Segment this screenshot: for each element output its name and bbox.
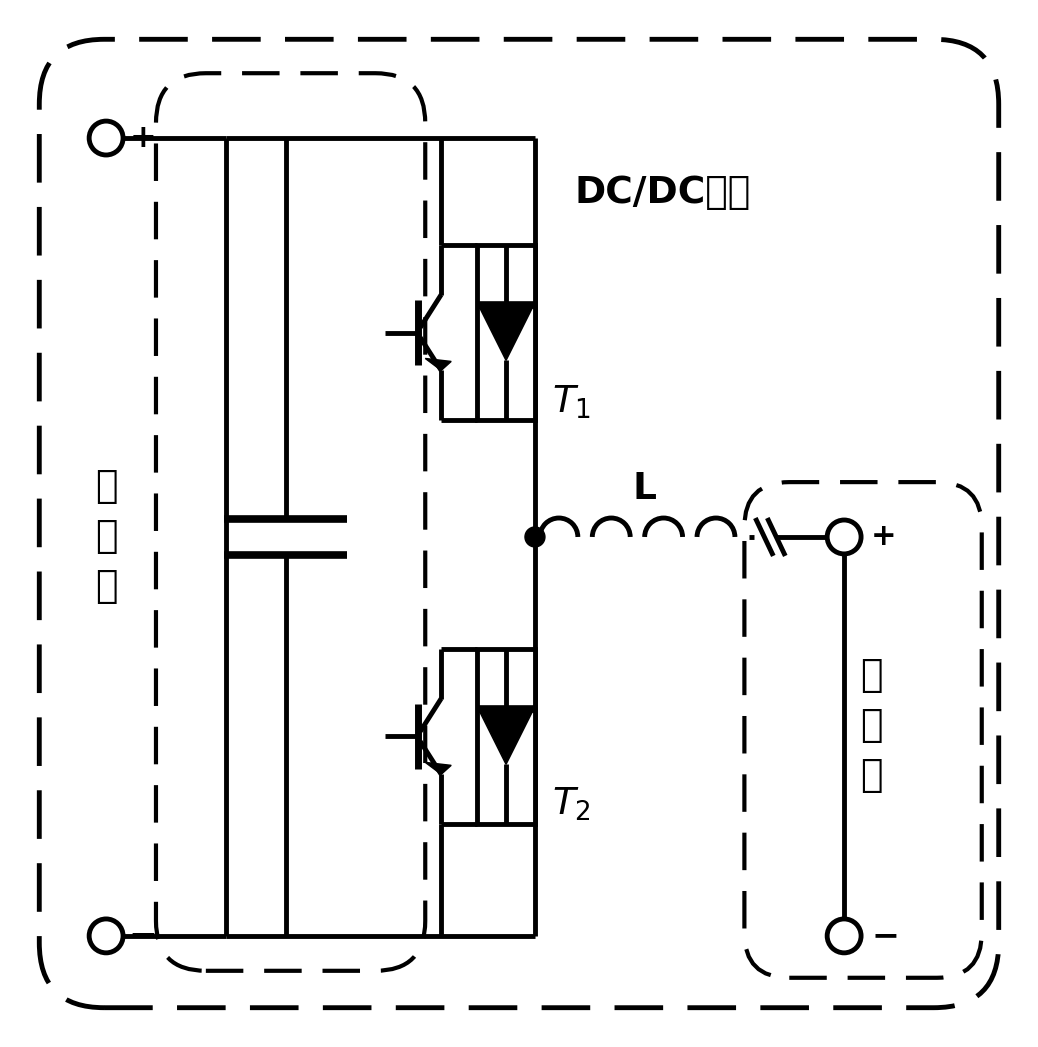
Text: $T_2$: $T_2$ bbox=[552, 785, 591, 823]
Circle shape bbox=[89, 121, 124, 155]
Polygon shape bbox=[479, 305, 534, 360]
Bar bbox=[477, 245, 535, 420]
Circle shape bbox=[827, 520, 862, 554]
Circle shape bbox=[525, 527, 545, 547]
Text: +: + bbox=[130, 122, 157, 154]
Polygon shape bbox=[426, 358, 452, 371]
Polygon shape bbox=[426, 762, 452, 775]
Text: L: L bbox=[633, 471, 657, 507]
Text: +: + bbox=[871, 522, 897, 552]
Circle shape bbox=[89, 919, 124, 953]
Text: −: − bbox=[871, 919, 899, 953]
Circle shape bbox=[827, 919, 862, 953]
Bar bbox=[477, 649, 535, 824]
Text: $T_1$: $T_1$ bbox=[552, 383, 591, 421]
FancyBboxPatch shape bbox=[39, 40, 999, 1007]
Text: DC/DC模块: DC/DC模块 bbox=[575, 175, 752, 210]
Text: 低
压
侧: 低 压 侧 bbox=[859, 659, 882, 795]
Polygon shape bbox=[479, 709, 534, 764]
Text: 高
压
侧: 高 压 侧 bbox=[94, 469, 117, 605]
Text: −: − bbox=[129, 919, 158, 953]
